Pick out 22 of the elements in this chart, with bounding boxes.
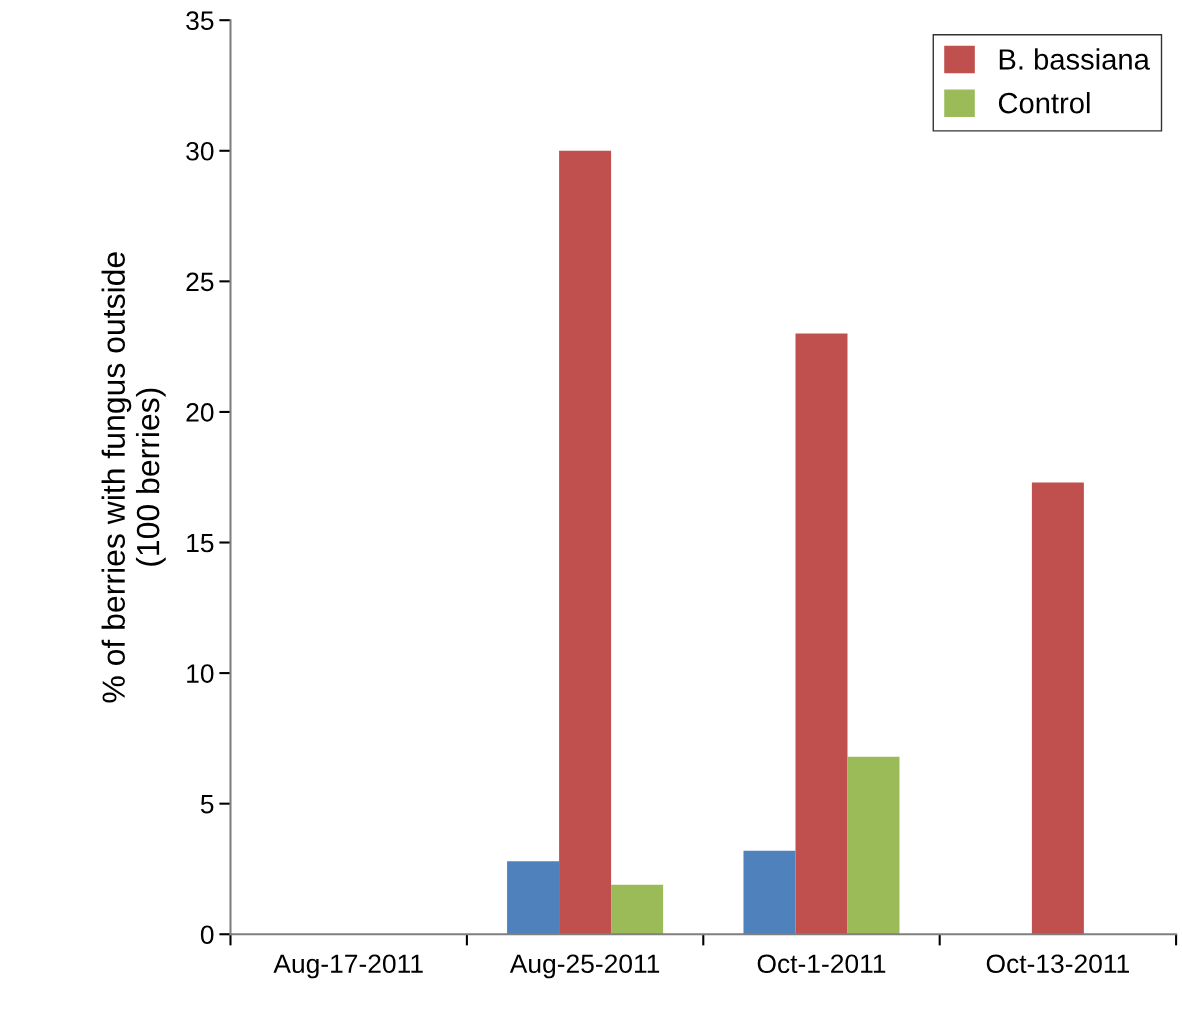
bar: [507, 861, 560, 935]
bar: [847, 756, 900, 935]
y-tick-label: 0: [200, 925, 214, 945]
x-tick-label: Oct-13-2011: [986, 954, 1129, 974]
bar: [559, 150, 612, 935]
y-tick-label: 10: [187, 664, 214, 683]
bar: [743, 850, 796, 935]
bar: [1031, 482, 1084, 935]
legend-label: Control: [998, 92, 1090, 114]
y-tick-label: 35: [186, 11, 214, 31]
y-tick-label: 20: [186, 403, 214, 422]
y-axis-title: % of berries with fungus outside (100 berries): [101, 252, 166, 703]
legend-label: B. bassiana: [999, 48, 1150, 70]
bar: [795, 333, 848, 935]
bar: [611, 884, 664, 935]
x-tick-label: Oct-1-2011: [757, 954, 886, 974]
x-tick-label: Aug-25-2011: [509, 954, 660, 979]
x-tick-label: Aug-17-2011: [273, 954, 423, 979]
y-tick-label: 30: [186, 141, 214, 161]
y-tick-label: 25: [186, 272, 214, 292]
y-tick-label: 15: [187, 533, 214, 553]
y-tick-label: 5: [200, 795, 214, 814]
